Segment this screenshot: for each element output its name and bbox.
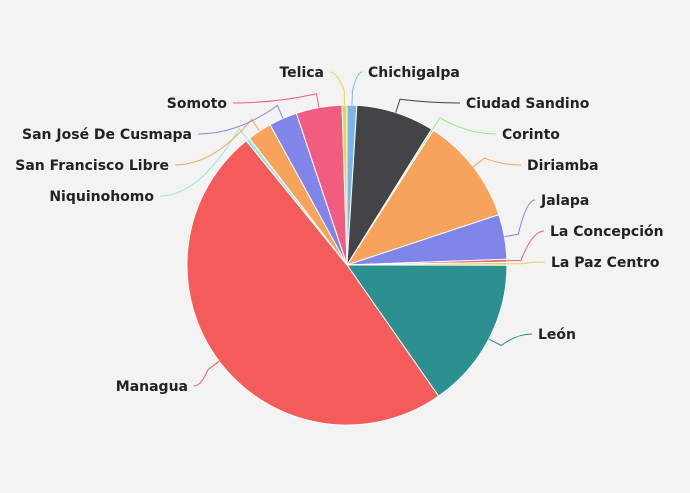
- slice-label-niquinohomo: Niquinohomo: [49, 189, 154, 205]
- connector-ciudad-sandino: [395, 98, 461, 113]
- connector-la-concepcion: [506, 230, 545, 262]
- pie-slice-leon[interactable]: [346, 264, 508, 397]
- pie-slices: [186, 104, 508, 426]
- slice-label-la-paz-centro: La Paz Centro: [551, 255, 660, 271]
- connector-chichigalpa: [351, 71, 363, 106]
- slice-label-san-francisco-libre: San Francisco Libre: [15, 158, 169, 174]
- connector-san-francisco-libre: [174, 118, 260, 166]
- slice-label-somoto: Somoto: [167, 96, 228, 112]
- slice-label-telica: Telica: [279, 65, 324, 81]
- slice-labels: Chichigalpa Ciudad Sandino Corinto Diriamba…: [15, 65, 663, 395]
- connector-diriamba: [472, 157, 522, 168]
- slice-label-chichigalpa: Chichigalpa: [368, 65, 460, 81]
- connector-jalapa: [504, 199, 536, 238]
- slice-label-leon: León: [538, 327, 576, 343]
- connector-somoto: [232, 93, 320, 108]
- connector-leon: [488, 333, 533, 347]
- slice-label-corinto: Corinto: [502, 127, 560, 143]
- connector-telica: [329, 71, 345, 106]
- connector-corinto: [431, 117, 497, 135]
- slice-label-la-concepcion: La Concepción: [550, 224, 664, 240]
- connector-niquinohomo: [159, 127, 249, 197]
- pie-slice-diriamba[interactable]: [345, 129, 500, 266]
- slice-label-ciudad-sandino: Ciudad Sandino: [466, 96, 590, 112]
- pie-slice-telica[interactable]: [341, 104, 348, 266]
- connector-san-jose-de-cusmapa: [197, 104, 284, 135]
- slice-label-diriamba: Diriamba: [527, 158, 599, 174]
- connector-la-paz-centro: [506, 261, 546, 265]
- slice-label-jalapa: Jalapa: [540, 193, 589, 209]
- slice-label-managua: Managua: [116, 379, 188, 395]
- connector-managua: [193, 360, 220, 387]
- label-connectors: [159, 71, 546, 387]
- slice-label-san-jose-de-cusmapa: San José De Cusmapa: [22, 127, 192, 143]
